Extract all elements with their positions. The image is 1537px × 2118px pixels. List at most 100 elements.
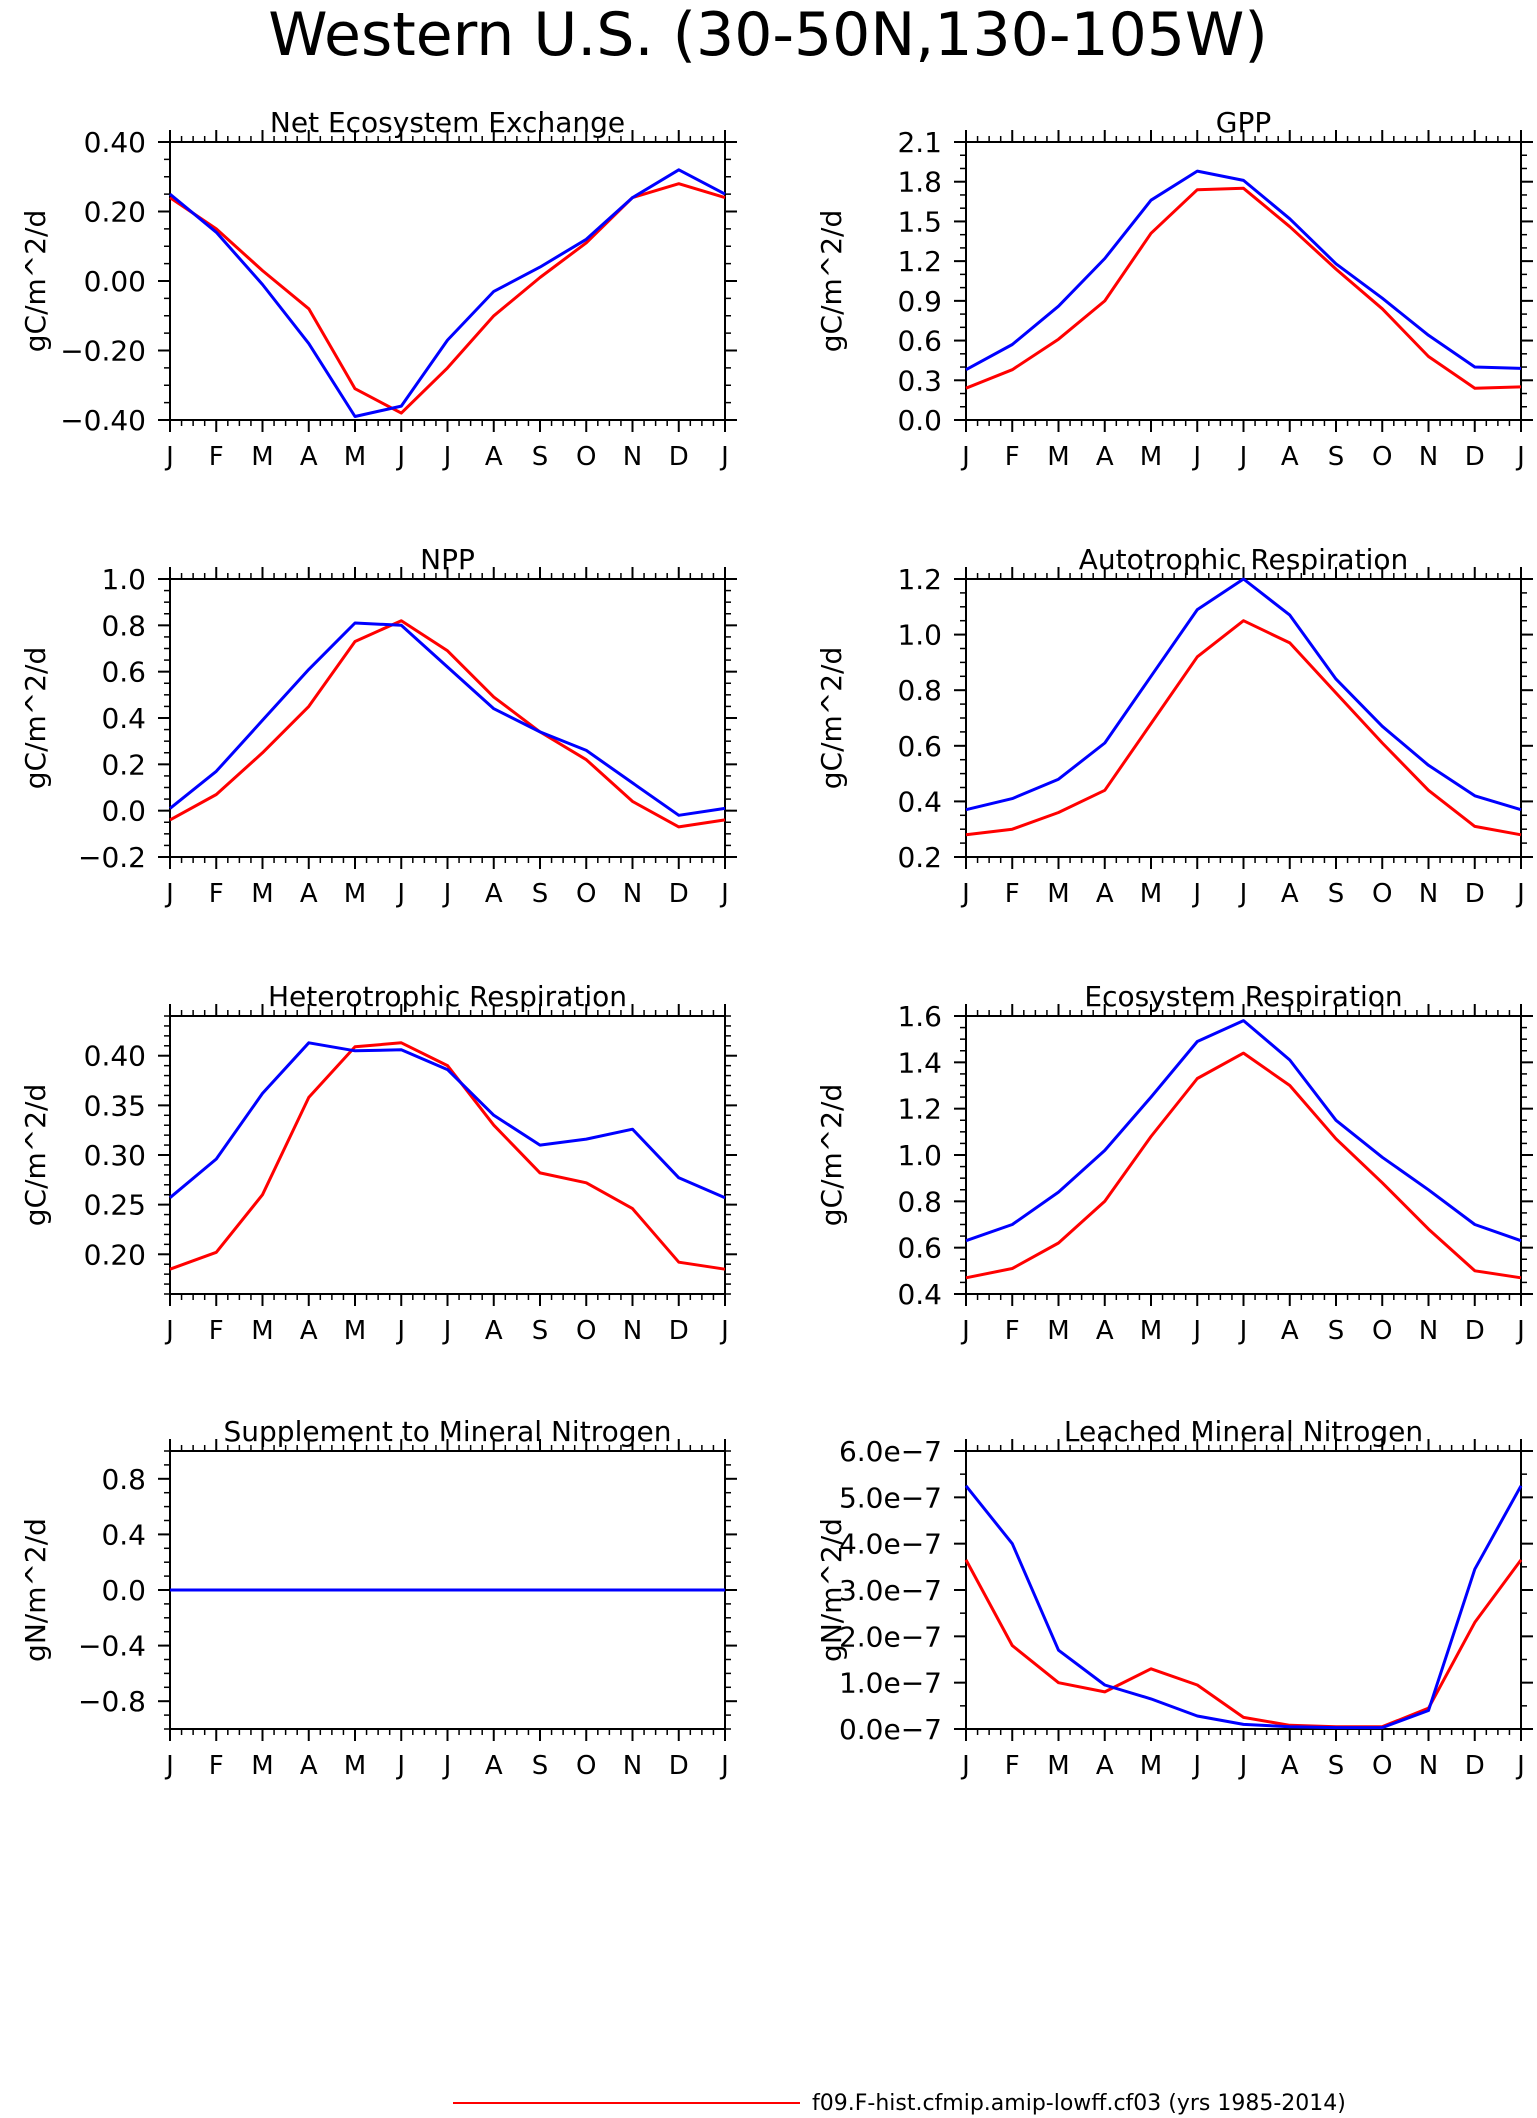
y-axis-label: gC/m^2/d	[19, 210, 52, 353]
x-tick-label: J	[719, 879, 729, 909]
x-tick-label: O	[1372, 879, 1392, 909]
x-tick-label: M	[1047, 1316, 1069, 1346]
x-tick-label: N	[1419, 879, 1438, 909]
x-tick-label: N	[623, 879, 642, 909]
x-tick-label: N	[623, 1751, 642, 1781]
x-tick-label: J	[719, 442, 729, 472]
x-tick-label: J	[1515, 442, 1525, 472]
y-tick-label: 0.35	[84, 1089, 146, 1122]
y-tick-label: 6.0e−7	[839, 1435, 942, 1468]
y-tick-label: 0.40	[84, 1040, 146, 1073]
y-tick-label: 1.2	[897, 1093, 942, 1126]
y-tick-label: 0.2	[101, 748, 146, 781]
plot-frame	[169, 141, 726, 421]
y-tick-label: −0.4	[78, 1630, 146, 1663]
x-tick-label: J	[395, 1316, 405, 1346]
series-line-blue	[964, 1484, 1523, 1730]
y-tick-label: 0.6	[897, 325, 942, 358]
x-tick-label: M	[1047, 442, 1069, 472]
x-tick-label: S	[532, 1316, 549, 1346]
y-tick-label: 1.0	[897, 1139, 942, 1172]
y-tick-label: −0.40	[60, 404, 146, 437]
x-tick-label: D	[669, 1751, 689, 1781]
y-tick-label: 0.40	[84, 126, 146, 159]
x-tick-label: J	[960, 442, 970, 472]
x-tick-label: M	[344, 1316, 366, 1346]
x-tick-label: A	[1281, 1316, 1299, 1346]
x-tick-label: N	[1419, 1751, 1438, 1781]
x-tick-label: J	[1191, 1751, 1201, 1781]
x-tick-label: J	[442, 442, 452, 472]
x-tick-label: F	[1005, 1316, 1020, 1346]
y-axis-label: gC/m^2/d	[19, 1084, 52, 1227]
y-tick-label: 0.6	[897, 730, 942, 763]
x-tick-label: F	[209, 1316, 224, 1346]
plot-frame	[169, 578, 726, 858]
plot-frame	[169, 1015, 726, 1295]
series-line-blue	[169, 621, 726, 817]
x-tick-label: J	[1191, 1316, 1201, 1346]
y-tick-label: 0.0	[101, 795, 146, 828]
x-tick-label: M	[1140, 442, 1162, 472]
y-tick-label: 0.3	[897, 364, 942, 397]
x-tick-label: A	[1281, 1751, 1299, 1781]
x-tick-label: S	[532, 442, 549, 472]
series-line-blue	[965, 169, 1522, 372]
x-tick-label: J	[1515, 879, 1525, 909]
x-tick-label: J	[1238, 442, 1248, 472]
x-tick-label: J	[164, 1751, 174, 1781]
x-tick-label: J	[1515, 1751, 1525, 1781]
x-tick-label: M	[1047, 1751, 1069, 1781]
x-tick-label: S	[1328, 879, 1345, 909]
y-tick-label: 1.5	[897, 205, 942, 238]
x-tick-label: J	[164, 442, 174, 472]
x-tick-label: M	[251, 442, 273, 472]
series-line-red	[169, 619, 726, 829]
x-tick-label: N	[623, 1316, 642, 1346]
y-tick-label: 0.4	[101, 1518, 146, 1551]
x-tick-label: F	[1005, 1751, 1020, 1781]
y-tick-label: 2.0e−7	[839, 1620, 942, 1653]
y-tick-label: 0.0	[897, 404, 942, 437]
series-line-blue	[169, 168, 726, 418]
x-tick-label: J	[395, 442, 405, 472]
x-tick-label: O	[1372, 1751, 1392, 1781]
page-title: Western U.S. (30-50N,130-105W)	[268, 0, 1268, 70]
x-tick-label: J	[442, 879, 452, 909]
y-axis-label: gN/m^2/d	[815, 1518, 848, 1662]
y-tick-label: 0.8	[897, 1185, 942, 1218]
series-line-blue	[965, 577, 1522, 812]
x-tick-label: A	[1096, 442, 1114, 472]
x-tick-label: D	[669, 442, 689, 472]
x-tick-label: M	[1047, 879, 1069, 909]
x-tick-label: J	[442, 1751, 452, 1781]
plot-frame	[965, 1450, 1522, 1730]
y-tick-label: 1.0	[897, 619, 942, 652]
y-tick-label: 2.1	[897, 126, 942, 159]
y-tick-label: 0.4	[101, 702, 146, 735]
x-tick-label: J	[1191, 442, 1201, 472]
x-tick-label: M	[1140, 879, 1162, 909]
y-tick-label: 1.2	[897, 563, 942, 596]
x-tick-label: M	[344, 442, 366, 472]
x-tick-label: J	[719, 1316, 729, 1346]
y-axis-label: gC/m^2/d	[19, 647, 52, 790]
x-tick-label: J	[1191, 879, 1201, 909]
x-tick-label: J	[960, 1751, 970, 1781]
x-tick-label: D	[1465, 1751, 1485, 1781]
y-axis-label: gN/m^2/d	[19, 1518, 52, 1662]
x-tick-label: M	[344, 1751, 366, 1781]
x-tick-label: D	[1465, 442, 1485, 472]
legend-label: f09.F-hist.cfmip.amip-lowff.cf03 (yrs 19…	[812, 2091, 1346, 2116]
y-tick-label: −0.20	[60, 335, 146, 368]
x-tick-label: A	[485, 442, 503, 472]
plot-frame	[965, 1015, 1522, 1295]
x-tick-label: A	[485, 1316, 503, 1346]
y-tick-label: 0.2	[897, 841, 942, 874]
x-tick-label: S	[1328, 442, 1345, 472]
x-tick-label: M	[251, 1316, 273, 1346]
x-tick-label: A	[1096, 1751, 1114, 1781]
y-tick-label: 0.6	[101, 656, 146, 689]
